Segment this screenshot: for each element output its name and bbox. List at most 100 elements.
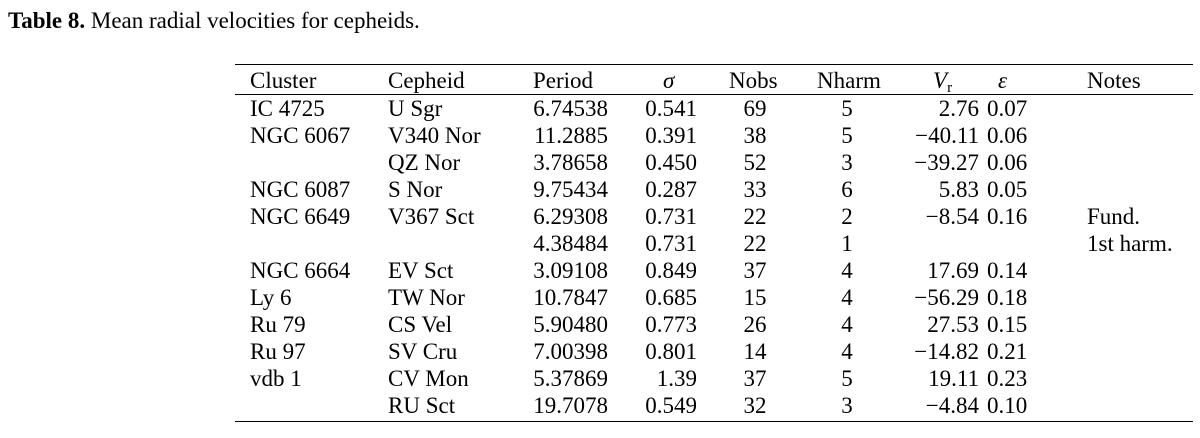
cell-nobs: 52 [743,150,767,175]
cell-nobs: 22 [743,231,767,256]
cell-nharm: 4 [841,285,853,310]
cell-vr: −39.27 [914,150,979,175]
table-top-rule [235,64,1193,65]
cell-notes: Fund. [1087,204,1141,229]
cell-sigma: 0.541 [645,96,697,121]
cell-sigma: 0.731 [645,204,697,229]
cell-epsilon: 0.23 [987,366,1028,391]
cell-period: 5.37869 [533,366,608,391]
cell-nharm: 4 [841,258,853,283]
cell-nharm: 6 [841,177,853,202]
cell-vr: −4.84 [925,393,979,418]
cell-epsilon: 0.10 [987,393,1028,418]
cell-sigma: 0.685 [645,285,697,310]
cell-cluster: Ru 79 [250,312,306,337]
cell-period: 4.38484 [533,231,608,256]
cell-nharm: 4 [841,339,853,364]
cell-sigma: 0.450 [645,150,697,175]
cell-cepheid: RU Sct [388,393,456,418]
cell-cepheid: CS Vel [388,312,453,337]
cell-nharm: 2 [841,204,853,229]
table-row: 4.38484 0.731 22 1 1st harm. [235,230,1193,257]
cell-vr: 5.83 [938,177,979,202]
cell-nobs: 14 [743,339,767,364]
cell-nharm: 3 [841,150,853,175]
table-row: Ru 97 SV Cru 7.00398 0.801 14 4 −14.82 0.21 [235,338,1193,365]
col-header-notes: Notes [1087,68,1141,93]
table-row: vdb 1 CV Mon 5.37869 1.39 37 5 19.11 0.23 [235,365,1193,392]
cell-cluster: NGC 6067 [250,123,351,148]
cell-nobs: 33 [743,177,767,202]
cell-sigma: 0.773 [645,312,697,337]
col-header-sigma: σ [663,68,675,93]
cell-vr: −40.11 [915,123,979,148]
cell-cepheid: QZ Nor [388,150,461,175]
cell-sigma: 1.39 [656,366,697,391]
cell-epsilon: 0.15 [987,312,1028,337]
table-row: QZ Nor 3.78658 0.450 52 3 −39.27 0.06 [235,149,1193,176]
col-header-period: Period [533,68,594,93]
cell-cepheid: S Nor [388,177,443,202]
cell-vr: −56.29 [914,285,979,310]
cell-cepheid: TW Nor [388,285,465,310]
cell-sigma: 0.549 [645,393,697,418]
table-caption-label: Table 8. [8,8,86,33]
table-header-rule [235,94,1193,95]
col-header-vr: Vr [933,65,952,104]
table-row: IC 4725 U Sgr 6.74538 0.541 69 5 2.76 0.07 [235,95,1193,122]
cell-nharm: 5 [841,123,853,148]
cell-nharm: 3 [841,393,853,418]
cell-period: 3.78658 [533,150,608,175]
cell-cepheid: V340 Nor [388,123,481,148]
cell-period: 7.00398 [533,339,608,364]
cell-vr: −8.54 [925,204,979,229]
cell-period: 9.75434 [533,177,608,202]
cell-sigma: 0.801 [645,339,697,364]
cell-epsilon: 0.07 [987,96,1028,121]
cepheid-table: Cluster Cepheid Period σ Nobs Nharm Vr ε… [235,64,1193,422]
col-header-vr-main: V [933,68,948,93]
cell-cluster: NGC 6649 [250,204,351,229]
cell-nharm: 4 [841,312,853,337]
cell-cluster: IC 4725 [250,96,325,121]
cell-cluster: Ru 97 [250,339,306,364]
cell-nharm: 5 [841,96,853,121]
cell-nobs: 37 [743,258,767,283]
cell-nobs: 38 [743,123,767,148]
cell-nobs: 26 [743,312,767,337]
cell-epsilon: 0.14 [987,258,1028,283]
cell-period: 19.7078 [533,393,608,418]
cell-cluster: Ly 6 [250,285,292,310]
cell-period: 5.90480 [533,312,608,337]
table-row: NGC 6664 EV Sct 3.09108 0.849 37 4 17.69 0.14 [235,257,1193,284]
cell-vr: −14.82 [914,339,979,364]
cell-nharm: 1 [841,231,853,256]
cell-cepheid: V367 Sct [388,204,475,229]
table-body: IC 4725 U Sgr 6.74538 0.541 69 5 2.76 0.07 NGC 6… [235,95,1193,419]
cell-notes: 1st harm. [1087,231,1173,256]
cell-epsilon: 0.16 [987,204,1028,229]
cell-period: 6.74538 [533,96,608,121]
cell-period: 11.2885 [534,123,608,148]
cell-nobs: 69 [743,96,767,121]
cell-period: 10.7847 [533,285,608,310]
cell-sigma: 0.731 [645,231,697,256]
cell-vr: 2.76 [938,96,979,121]
cell-period: 3.09108 [533,258,608,283]
cell-period: 6.29308 [533,204,608,229]
cell-epsilon: 0.06 [987,150,1028,175]
cell-vr: 17.69 [927,258,979,283]
col-header-nobs: Nobs [729,68,778,93]
cell-epsilon: 0.06 [987,123,1028,148]
cell-nharm: 5 [841,366,853,391]
cell-vr: 19.11 [928,366,979,391]
table-row: Ru 79 CS Vel 5.90480 0.773 26 4 27.53 0.15 [235,311,1193,338]
table-caption-text: Mean radial velocities for cepheids. [85,8,420,33]
cell-sigma: 0.287 [645,177,697,202]
table-header-row: Cluster Cepheid Period σ Nobs Nharm Vr ε… [235,65,1193,96]
cell-cluster: NGC 6087 [250,177,351,202]
col-header-vr-sub: r [947,80,953,96]
cell-cepheid: SV Cru [388,339,458,364]
cell-sigma: 0.849 [645,258,697,283]
cell-nobs: 32 [743,393,767,418]
